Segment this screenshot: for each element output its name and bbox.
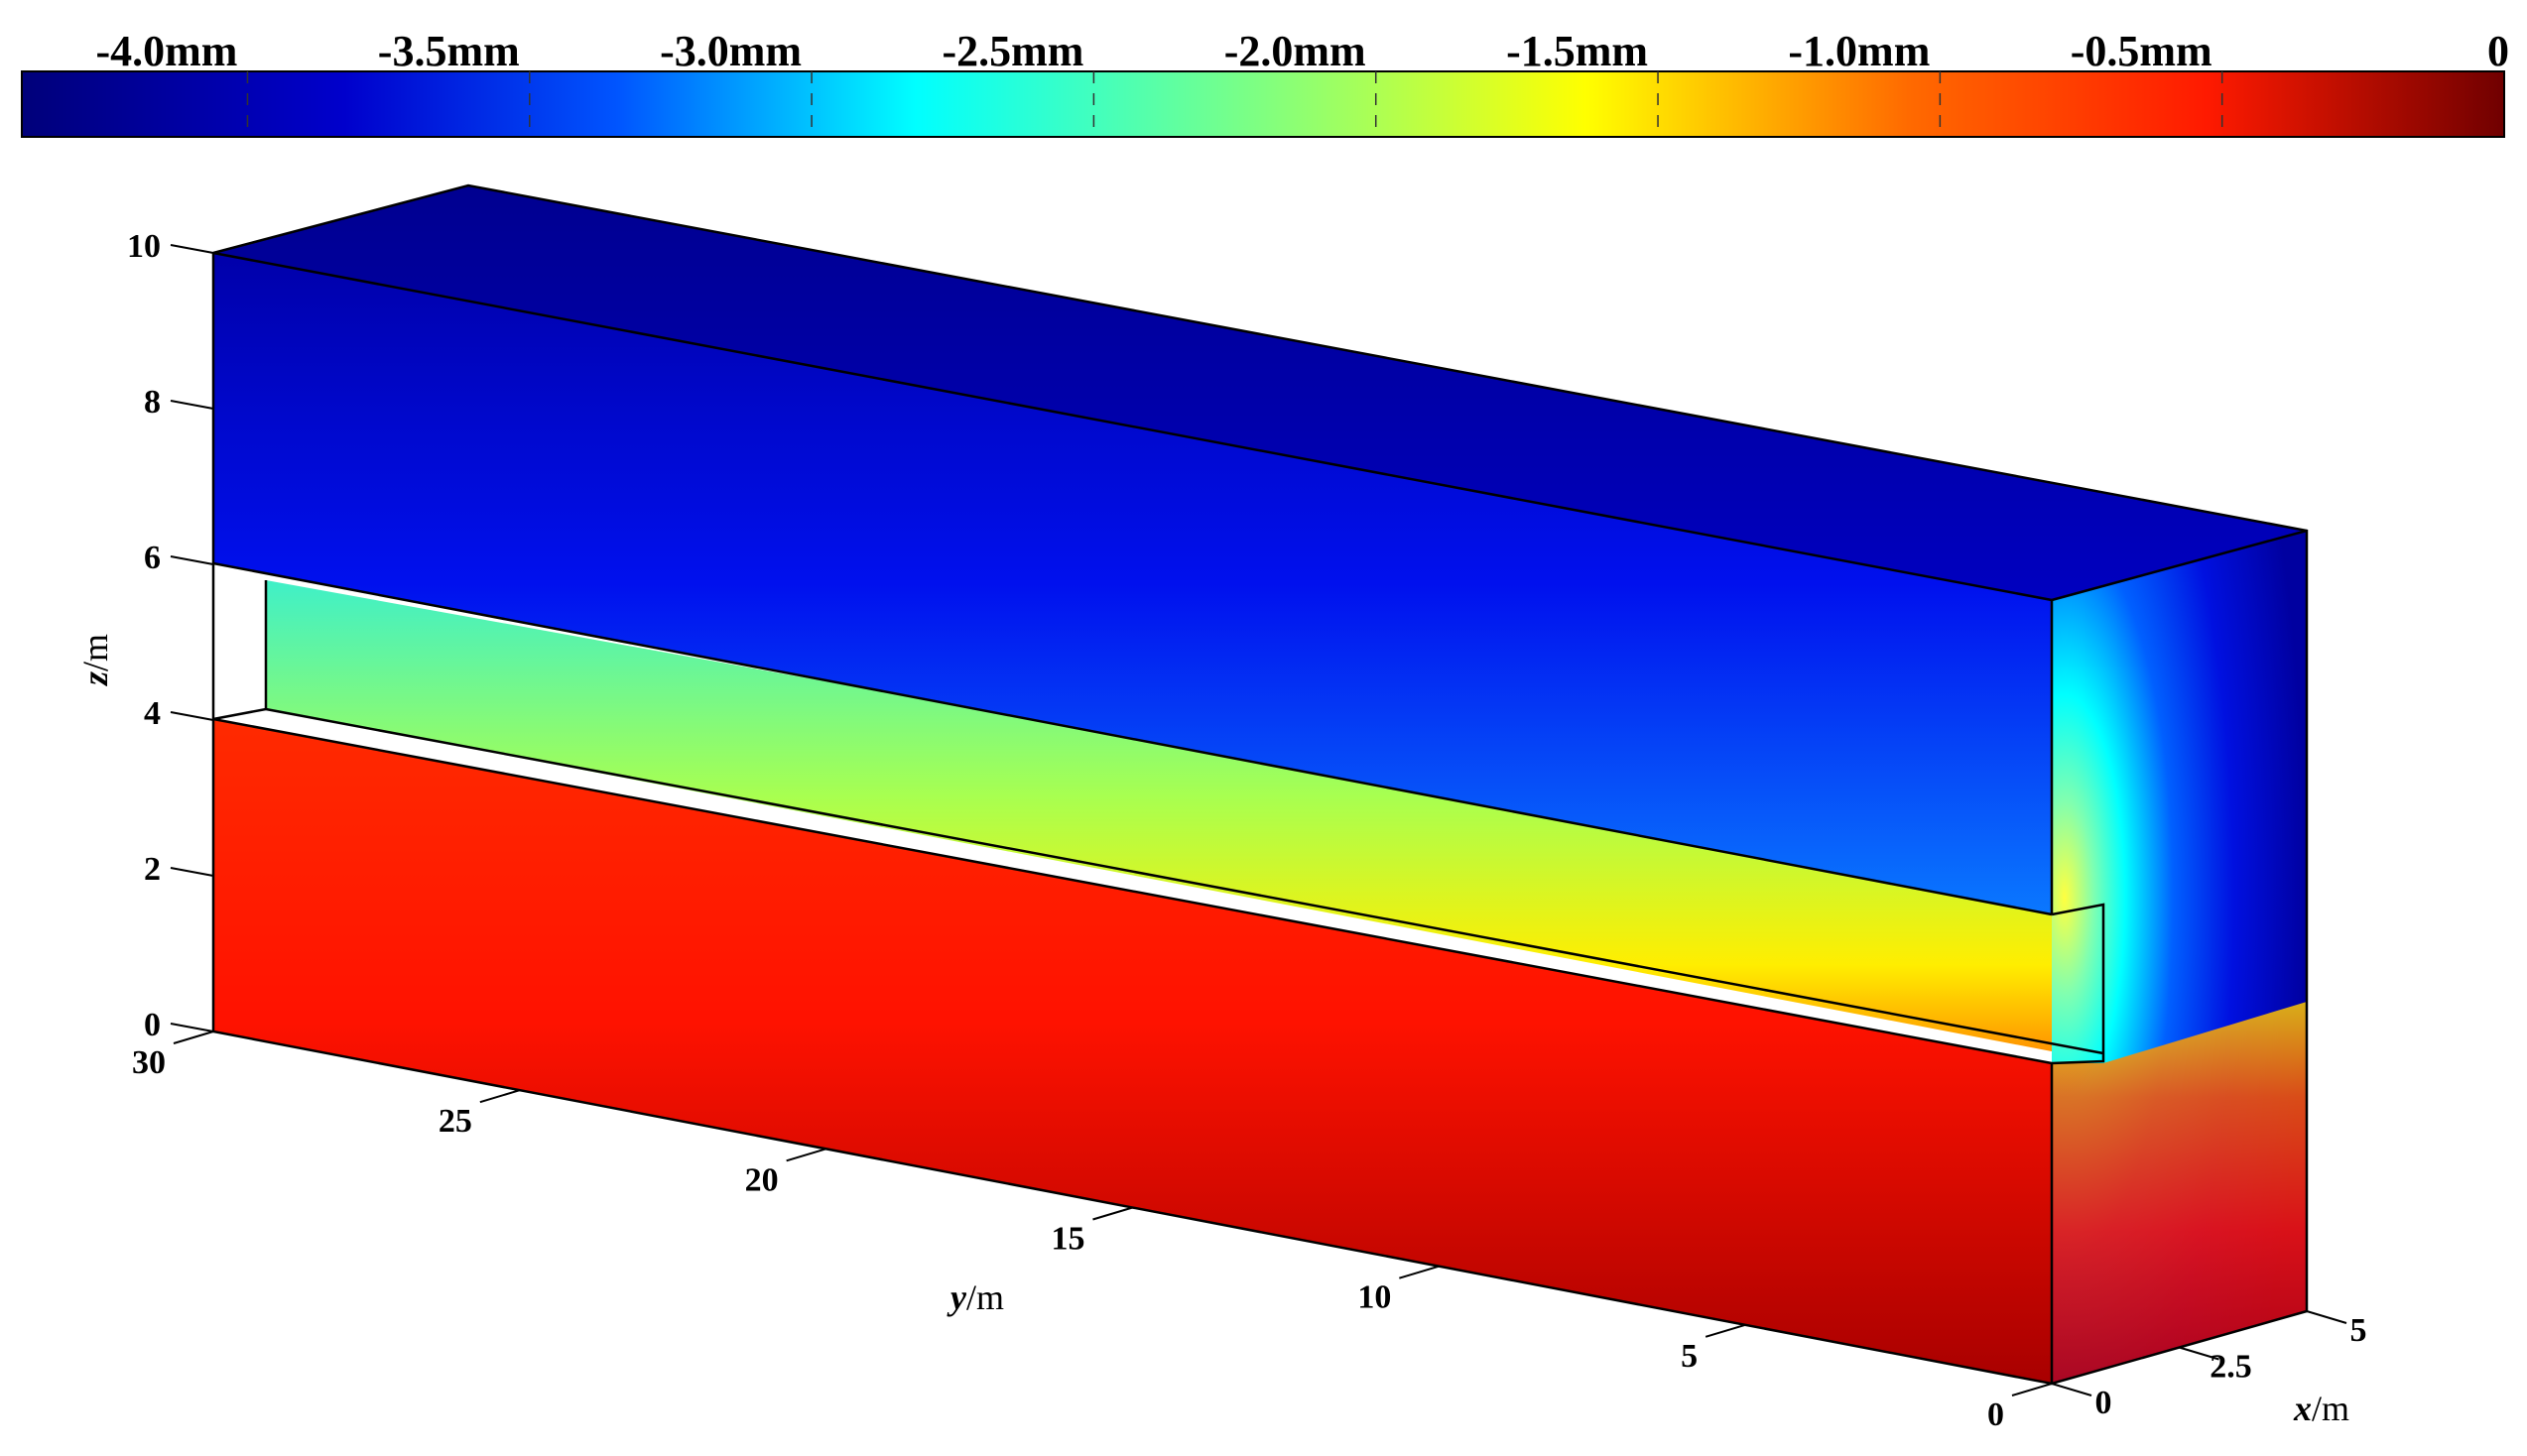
y-axis-tick [1093,1208,1133,1220]
y-axis-tick [787,1149,826,1160]
colorbar-tick-label: -3.5mm [378,27,520,75]
z-axis-tick-label: 2 [144,851,161,888]
x-axis-tick-label: 0 [2095,1385,2112,1421]
z-axis-tick-label: 0 [144,1007,161,1043]
z-axis-ticks: 0 2 4 6 8 10 [127,228,213,1043]
z-axis-tick [171,1024,213,1031]
colorbar-tick-label: -1.5mm [1506,27,1648,75]
y-axis-tick-label: 15 [1052,1221,1085,1258]
colorbar-tick-label: -1.0mm [1788,27,1930,75]
x-axis-tick [2307,1311,2346,1323]
x-axis-tick-label: 5 [2350,1312,2367,1349]
z-axis-tick [171,401,213,409]
x-axis-title: x/m [2293,1389,2349,1428]
y-axis-tick [1706,1325,1745,1337]
z-axis-tick-label: 10 [127,228,161,265]
y-axis-tick-label: 0 [1987,1396,2004,1433]
x-axis-tick [2052,1384,2091,1395]
z-axis-tick [171,556,213,564]
z-axis-tick [171,245,213,253]
colorbar-tick-label: -4.0mm [95,27,237,75]
x-axis-tick-label: 2.5 [2210,1349,2252,1386]
colorbar-tick-label: -3.0mm [660,27,802,75]
z-axis-tick-label: 4 [144,695,161,732]
z-axis-tick [171,868,213,876]
y-axis-tick-label: 5 [1681,1338,1698,1375]
y-axis-tick-label: 25 [439,1103,472,1140]
colorbar [22,71,2504,137]
y-axis-tick-label: 20 [745,1161,779,1198]
y-axis-tick [2012,1384,2052,1395]
y-axis-tick [1399,1267,1439,1278]
colorbar-labels: -4.0mm -3.5mm -3.0mm -2.5mm -2.0mm -1.5mm -1.0… [95,27,2509,75]
colorbar-tick-label: 0 [2487,27,2509,75]
colorbar-tick-label: -0.5mm [2071,27,2212,75]
y-axis-tick-label: 30 [132,1044,166,1081]
colorbar-tick-label: -2.0mm [1224,27,1366,75]
y-axis-tick-label: 10 [1357,1279,1391,1316]
z-axis-tick-label: 6 [144,540,161,576]
y-axis-tick [480,1090,520,1102]
y-axis-tick [174,1031,213,1043]
z-axis-tick-label: 8 [144,384,161,421]
z-axis-tick [171,712,213,720]
y-axis-title: y/m [947,1277,1004,1317]
z-axis-title: z/m [75,634,115,687]
colorbar-tick-label: -2.5mm [942,27,1083,75]
